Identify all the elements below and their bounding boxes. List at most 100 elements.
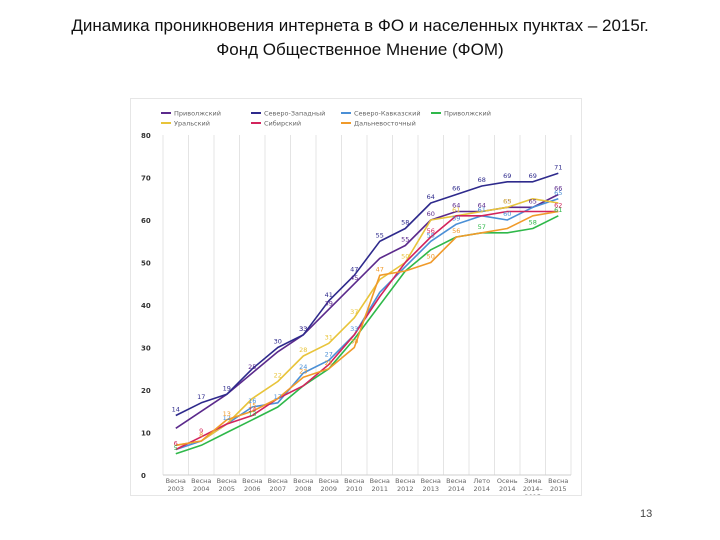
x-tick-label: Осень bbox=[497, 477, 518, 485]
x-tick-label: Весна bbox=[446, 477, 466, 485]
data-label: 16 bbox=[248, 397, 256, 405]
data-label: 27 bbox=[325, 350, 333, 358]
data-label: 28 bbox=[299, 346, 307, 354]
data-label: 56 bbox=[427, 227, 435, 235]
y-tick-label: 20 bbox=[141, 387, 151, 395]
data-label: 62 bbox=[554, 202, 562, 210]
x-tick-label: 2006 bbox=[244, 485, 261, 493]
data-label: 56 bbox=[452, 227, 460, 235]
line-chart: 01020304050607080Весна2003Весна2004Весна… bbox=[141, 110, 572, 495]
data-label: 33 bbox=[299, 325, 307, 333]
data-label: 66 bbox=[554, 185, 562, 193]
x-tick-label: 2015 bbox=[524, 493, 541, 495]
data-label: 5 bbox=[174, 444, 178, 452]
x-tick-label: 2013 bbox=[422, 485, 439, 493]
data-label: 13 bbox=[223, 410, 231, 418]
x-tick-label: Весна bbox=[344, 477, 364, 485]
y-tick-label: 70 bbox=[141, 175, 151, 183]
legend-label: Северо-Западный bbox=[264, 110, 325, 118]
x-tick-label: 2009 bbox=[320, 485, 337, 493]
y-tick-label: 30 bbox=[141, 345, 151, 353]
x-tick-label: 2008 bbox=[295, 485, 312, 493]
data-label: 47 bbox=[376, 265, 384, 273]
data-label: 65 bbox=[554, 189, 562, 197]
data-label: 65 bbox=[529, 197, 537, 205]
data-label: 12 bbox=[223, 414, 231, 422]
legend-label: Приволжский bbox=[174, 110, 221, 118]
data-label: 37 bbox=[350, 308, 358, 316]
x-tick-label: Весна bbox=[268, 477, 288, 485]
page-number: 13 bbox=[640, 508, 653, 520]
data-label: 14 bbox=[172, 406, 180, 414]
x-tick-label: Весна bbox=[370, 477, 390, 485]
data-label: 25 bbox=[248, 363, 256, 371]
series-line bbox=[175, 210, 559, 447]
y-tick-label: 10 bbox=[141, 430, 151, 438]
data-label: 60 bbox=[503, 210, 511, 218]
data-label: 61 bbox=[452, 206, 460, 214]
x-tick-label: 2003 bbox=[167, 485, 184, 493]
data-label: 64 bbox=[427, 193, 435, 201]
data-label: 33 bbox=[350, 325, 358, 333]
data-label: 6 bbox=[174, 440, 178, 448]
data-label: 55 bbox=[376, 231, 384, 239]
legend-label: Уральский bbox=[174, 120, 210, 128]
x-tick-label: Весна bbox=[421, 477, 441, 485]
data-label: 61 bbox=[478, 206, 486, 214]
x-tick-label: 2014 bbox=[448, 485, 465, 493]
data-label: 9 bbox=[199, 427, 203, 435]
x-tick-label: 2004 bbox=[193, 485, 210, 493]
data-label: 33 bbox=[299, 325, 307, 333]
x-tick-label: Лето bbox=[473, 477, 490, 485]
data-label: 15 bbox=[248, 401, 256, 409]
series-line bbox=[175, 210, 559, 451]
data-label: 69 bbox=[529, 172, 537, 180]
x-tick-label: 2014 bbox=[473, 485, 490, 493]
data-label: 71 bbox=[554, 163, 562, 171]
data-label: 41 bbox=[325, 291, 333, 299]
x-tick-label: 2011 bbox=[371, 485, 388, 493]
data-label: 13 bbox=[248, 410, 256, 418]
y-tick-label: 80 bbox=[141, 132, 151, 140]
x-tick-label: 2015 bbox=[550, 485, 567, 493]
series-line bbox=[175, 198, 559, 447]
x-tick-label: Весна bbox=[242, 477, 262, 485]
data-label: 45 bbox=[350, 274, 358, 282]
legend-label: Северо-Кавказский bbox=[354, 110, 421, 118]
data-label: 50 bbox=[427, 253, 435, 261]
data-label: 30 bbox=[350, 338, 358, 346]
data-label: 23 bbox=[299, 367, 307, 375]
data-label: 68 bbox=[478, 176, 486, 184]
x-tick-label: 2007 bbox=[269, 485, 286, 493]
legend-label: Дальневосточный bbox=[354, 120, 416, 128]
x-tick-label: Весна bbox=[395, 477, 415, 485]
series-line bbox=[175, 172, 559, 417]
slide-title-line1: Динамика проникновения интернета в ФО и … bbox=[71, 16, 649, 35]
data-label: 24 bbox=[299, 363, 307, 371]
data-label: 17 bbox=[197, 393, 205, 401]
data-label: 57 bbox=[478, 223, 486, 231]
data-label: 61 bbox=[554, 206, 562, 214]
y-tick-label: 0 bbox=[141, 472, 146, 480]
x-tick-label: Весна bbox=[166, 477, 186, 485]
data-label: 19 bbox=[223, 384, 231, 392]
data-label: 22 bbox=[274, 372, 282, 380]
x-tick-label: Весна bbox=[191, 477, 211, 485]
data-label: 55 bbox=[401, 236, 409, 244]
chart-frame: 0 10 20 30 40 50 60 70 80 Весна 2003 Весна 2004 Весна… bbox=[130, 98, 582, 496]
data-label: 60 bbox=[427, 210, 435, 218]
x-tick-label: 2010 bbox=[346, 485, 363, 493]
data-label: 50 bbox=[401, 253, 409, 261]
data-label: 65 bbox=[503, 197, 511, 205]
data-label: 14 bbox=[248, 406, 256, 414]
x-tick-label: Весна bbox=[293, 477, 313, 485]
legend-label: Сибирский bbox=[264, 120, 301, 128]
x-tick-label: 2005 bbox=[218, 485, 235, 493]
data-label: 64 bbox=[452, 202, 460, 210]
x-tick-label: Весна bbox=[319, 477, 339, 485]
data-label: 64 bbox=[478, 202, 486, 210]
data-label: 66 bbox=[452, 185, 460, 193]
data-label: 25 bbox=[325, 359, 333, 367]
x-tick-label: Весна bbox=[548, 477, 568, 485]
data-label: 8 bbox=[199, 431, 203, 439]
